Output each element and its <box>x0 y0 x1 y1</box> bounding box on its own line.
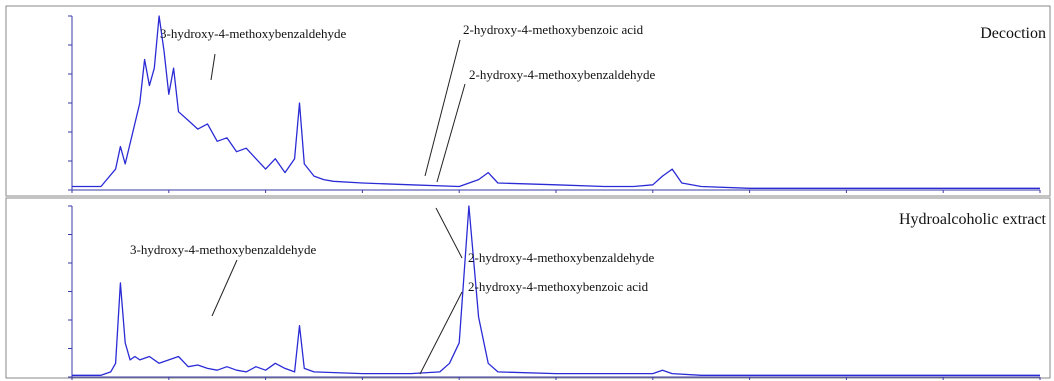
panel-frame <box>5 5 1051 197</box>
annotation-leader-line <box>211 259 238 317</box>
annotation-label-3-hydroxy-4-methoxybenzaldehyde: 3-hydroxy-4-methoxybenzaldehyde <box>130 242 317 257</box>
panel-title-decoction: Decoction <box>980 25 1046 42</box>
annotation-label-2-hydroxy-4-methoxybenzoic-acid: 2-hydroxy-4-methoxybenzoic acid <box>468 279 649 294</box>
panel-title-hydroalcoholic-extract: Hydroalcoholic extract <box>899 211 1047 228</box>
annotation-leaders <box>211 207 463 375</box>
annotation-leader-line <box>424 39 461 177</box>
annotation-leaders <box>210 39 466 183</box>
annotation-leader-line <box>210 53 216 81</box>
chromatogram-panel-hydroalcoholic-extract: 3-hydroxy-4-methoxybenzaldehyde 2-hydrox… <box>5 197 1051 380</box>
chromatogram-panel-decoction: 3-hydroxy-4-methoxybenzaldehyde 2-hydrox… <box>5 5 1051 197</box>
chromatogram-trace <box>72 205 1040 376</box>
annotation-label-2-hydroxy-4-methoxybenzaldehyde: 2-hydroxy-4-methoxybenzaldehyde <box>468 250 655 265</box>
annotation-leader-line <box>419 291 463 375</box>
annotation-label-3-hydroxy-4-methoxybenzaldehyde: 3-hydroxy-4-methoxybenzaldehyde <box>160 26 347 41</box>
annotation-leader-line <box>435 207 463 259</box>
annotation-label-2-hydroxy-4-methoxybenzoic-acid: 2-hydroxy-4-methoxybenzoic acid <box>463 22 644 37</box>
panel-frame <box>5 197 1051 379</box>
annotation-label-2-hydroxy-4-methoxybenzaldehyde: 2-hydroxy-4-methoxybenzaldehyde <box>469 67 656 82</box>
chromatogram-trace <box>72 15 1040 189</box>
annotation-leader-line <box>436 83 466 183</box>
